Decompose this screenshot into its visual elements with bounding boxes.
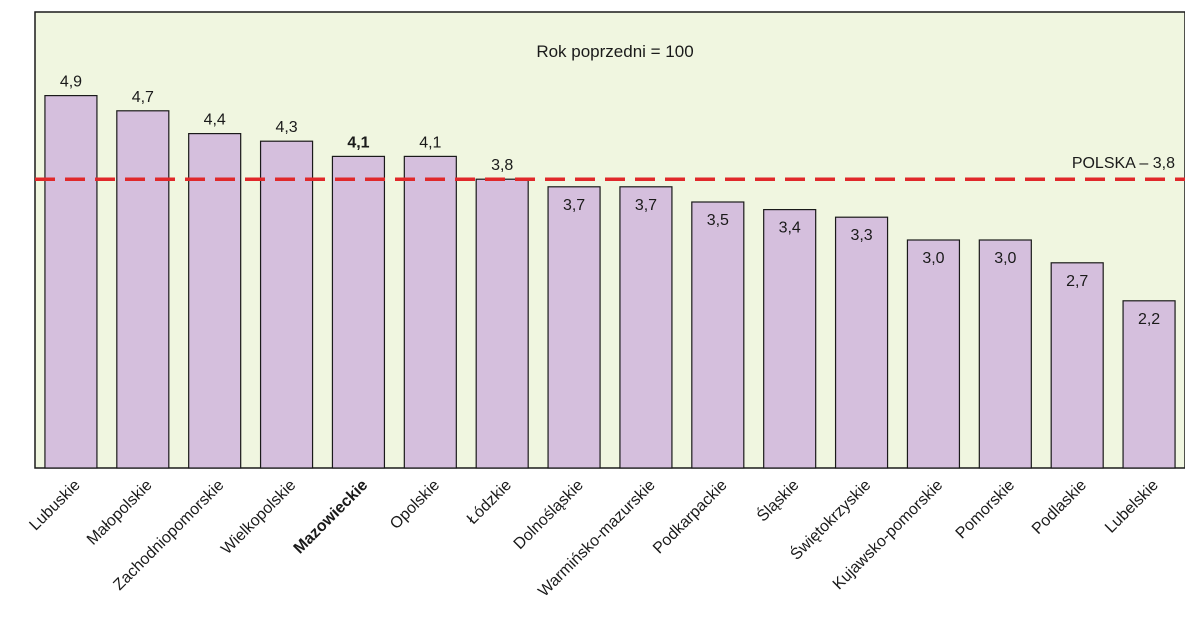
bar (1122, 300, 1176, 469)
data-label: 2,2 (1138, 311, 1160, 328)
bar (44, 94, 98, 469)
bar (619, 186, 673, 469)
category-label: Warmińsko-mazurskie (535, 477, 659, 601)
category-label: Łódzkie (464, 477, 515, 528)
data-label: 3,4 (779, 220, 801, 237)
category-label: Wielkopolskie (218, 477, 299, 558)
bar (188, 133, 242, 469)
data-label: 3,5 (707, 212, 729, 229)
reference-line-label: POLSKA – 3,8 (1072, 155, 1175, 172)
category-label: Dolnośląskie (511, 477, 587, 553)
category-label: Śląskie (753, 475, 803, 525)
value-labels-group: 4,9 4,7 4,4 4,3 4,1 4,1 3,8 3,7 3,7 3,5 3,4 3,3 3,0 3… (60, 74, 1160, 328)
category-labels-group: Lubuskie MałopolskieZachodniopomorskieWie… (26, 475, 1162, 600)
bar (331, 155, 386, 469)
data-label: 3,0 (994, 250, 1016, 267)
bar (906, 239, 961, 469)
category-label: Opolskie (387, 477, 443, 533)
data-label: 3,3 (850, 227, 872, 244)
category-label: Lubuskie (26, 477, 83, 534)
category-label: Podkarpackie (650, 477, 731, 558)
bar (475, 178, 529, 469)
data-label: 3,8 (491, 157, 513, 174)
bars-group (44, 94, 1176, 469)
bar (978, 239, 1032, 469)
data-label: 4,4 (204, 112, 226, 129)
data-label: 4,7 (132, 89, 154, 106)
bar (763, 209, 817, 469)
data-label: 4,1 (347, 134, 369, 151)
bar (547, 186, 601, 469)
category-label: Lubelskie (1102, 477, 1162, 537)
category-label: Podlaskie (1029, 477, 1090, 538)
data-label: 3,7 (563, 197, 585, 214)
bar (834, 216, 889, 469)
bar (116, 110, 170, 469)
data-label: 3,0 (922, 250, 944, 267)
category-label: Mazowieckie (291, 477, 372, 558)
bar (259, 140, 314, 469)
data-label: 2,7 (1066, 273, 1088, 290)
bar (691, 201, 745, 469)
data-label: 4,1 (419, 134, 441, 151)
data-label: 4,3 (275, 119, 297, 136)
bar (1050, 262, 1104, 469)
data-label: 4,9 (60, 74, 82, 91)
category-label: Małopolskie (84, 477, 156, 549)
data-label: 3,7 (635, 197, 657, 214)
chart-title: Rok poprzedni = 100 (536, 42, 693, 61)
bar (403, 155, 457, 469)
category-label: Pomorskie (953, 477, 1019, 543)
